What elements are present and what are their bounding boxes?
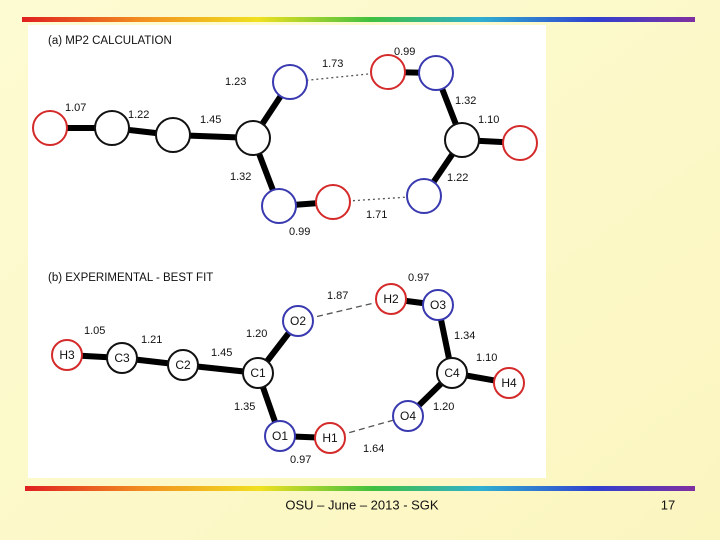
molecules: 1.071.22 1.451.231.730.991.321.101.221.71…: [32, 46, 538, 466]
bond-length: 1.10: [478, 114, 499, 126]
atom: [422, 289, 454, 321]
bond-length: 1.07: [65, 102, 86, 114]
atom: [392, 400, 424, 432]
bond-length: 1.64: [363, 443, 384, 455]
atom-label: H3: [59, 348, 75, 362]
atom: [94, 110, 130, 146]
bond-length: 1.32: [455, 95, 476, 107]
bond-length: 0.97: [408, 272, 429, 284]
atom: [167, 349, 199, 381]
bond-length: 1.45: [200, 114, 221, 126]
bond-length: 0.99: [289, 226, 310, 238]
atom: [315, 184, 351, 220]
bond-length: 1.32: [230, 171, 251, 183]
atom: [272, 64, 308, 100]
atom: [406, 178, 442, 214]
atom: [32, 110, 68, 146]
bond-length: 0.99: [394, 46, 415, 58]
top-rule: [22, 17, 695, 22]
atom: [493, 367, 525, 399]
bond-length: 1.23: [225, 76, 246, 88]
atom-label: O4: [400, 409, 416, 423]
atom-label: H4: [501, 376, 517, 390]
bond-length: 1.35: [234, 401, 255, 413]
bond-length: 1.34: [454, 330, 475, 342]
atom: [235, 120, 271, 156]
bond-length: 1.22: [128, 109, 149, 121]
atom: [314, 422, 346, 454]
panel-a-title: (a) MP2 CALCULATION: [48, 35, 172, 47]
bond-length: 1.73: [322, 58, 343, 70]
atom-label: O2: [290, 314, 306, 328]
atom: [436, 357, 468, 389]
atom-label: C4: [444, 366, 460, 380]
atom: [444, 122, 480, 158]
bond-length: 1.20: [433, 401, 454, 413]
atom: [502, 125, 538, 161]
atom: [264, 420, 296, 452]
atom-label: C3: [114, 351, 130, 365]
bond-length: 1.05: [84, 325, 105, 337]
atom-label: H2: [383, 292, 399, 306]
atom: [261, 188, 297, 224]
atom-label: O3: [430, 298, 446, 312]
page-number: 17: [661, 497, 675, 512]
atom-label: C1: [250, 366, 266, 380]
atom-label: C2: [175, 358, 191, 372]
bottom-rule: [25, 486, 695, 491]
bond-length: 1.20: [246, 328, 267, 340]
atom: [375, 283, 407, 315]
atom-label: O1: [272, 429, 288, 443]
atom: [155, 117, 191, 153]
atom: [370, 54, 406, 90]
footer-text: OSU – June – 2013 - SGK: [285, 497, 439, 512]
panel-b-title: (b) EXPERIMENTAL - BEST FIT: [48, 272, 213, 284]
atom: [282, 305, 314, 337]
bond-length: 1.10: [476, 352, 497, 364]
bond-length: 1.71: [366, 209, 387, 221]
bond-length: 1.87: [327, 290, 348, 302]
figure-area: [28, 25, 546, 478]
atom: [242, 357, 274, 389]
bond-length: 1.21: [141, 334, 162, 346]
atom: [51, 339, 83, 371]
atom: [418, 55, 454, 91]
bond-length: 0.97: [290, 454, 311, 466]
atom-label: H1: [322, 431, 338, 445]
atom: [106, 342, 138, 374]
bond-length: 1.45: [211, 347, 232, 359]
bond-length: 1.22: [447, 172, 468, 184]
